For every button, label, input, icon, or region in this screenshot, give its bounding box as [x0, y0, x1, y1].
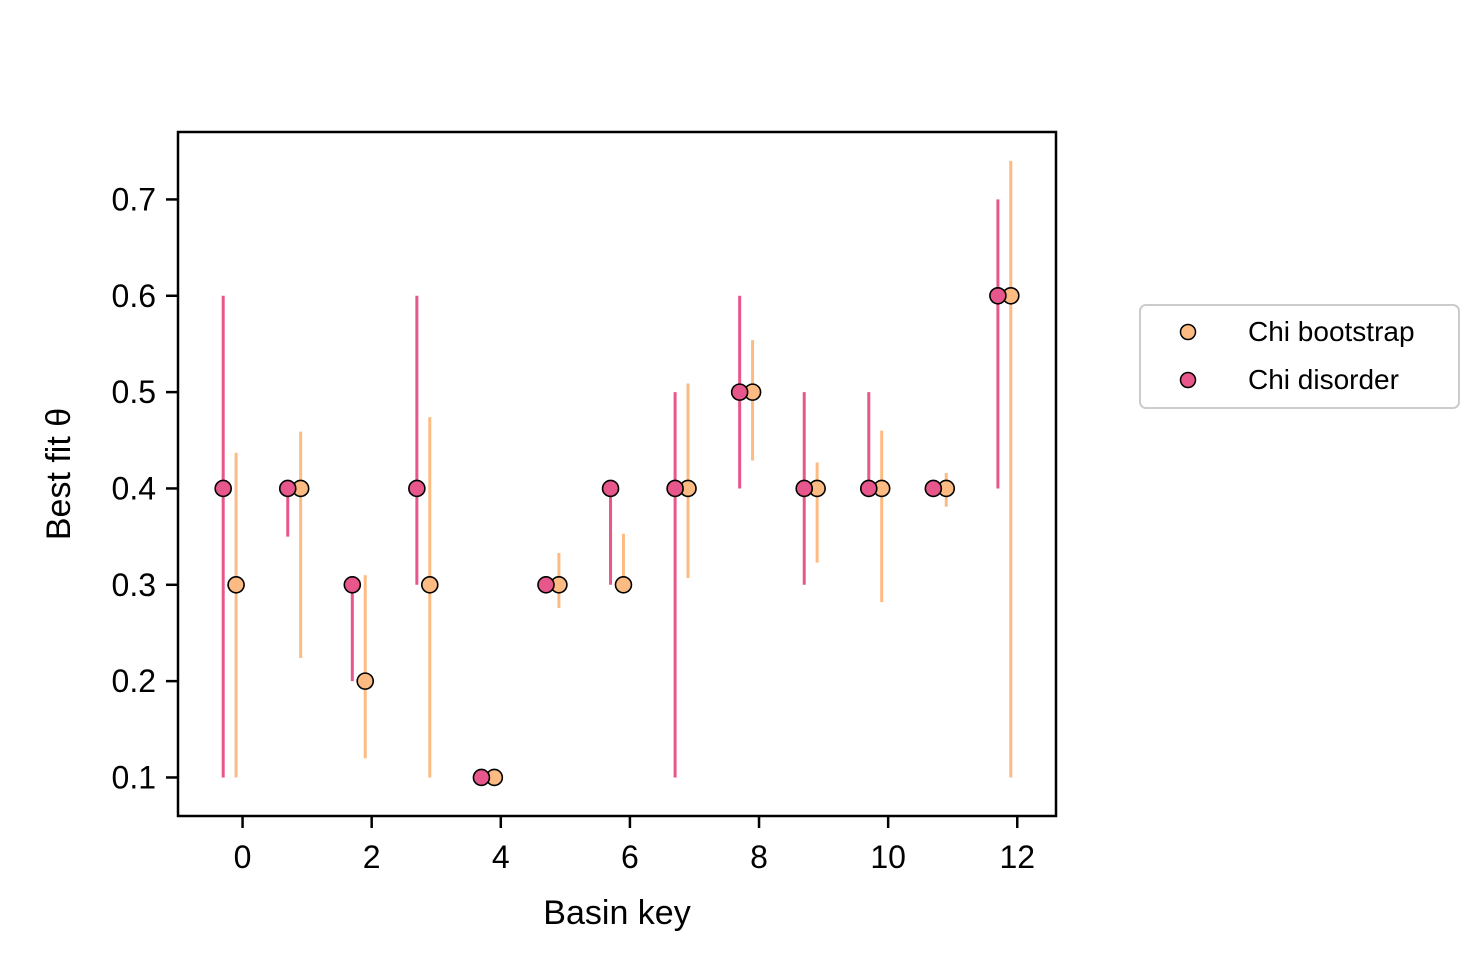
point-chi-disorder	[601, 479, 620, 498]
point-chi-bootstrap	[227, 575, 245, 594]
y-tick-label: 0.5	[112, 374, 156, 410]
legend-marker-chi-bootstrap	[1179, 323, 1197, 341]
point-chi-disorder	[278, 479, 297, 498]
x-tick-label: 8	[750, 839, 768, 875]
point-chi-bootstrap	[614, 575, 633, 594]
point-chi-disorder	[924, 479, 943, 498]
x-tick-label: 10	[870, 839, 906, 875]
y-tick-label: 0.7	[112, 181, 156, 217]
x-axis-title: Basin key	[543, 894, 690, 932]
y-tick-label: 0.2	[112, 663, 156, 699]
legend: Chi bootstrap Chi disorder	[1139, 304, 1460, 409]
legend-label-chi-disorder: Chi disorder	[1248, 364, 1399, 395]
point-chi-disorder	[343, 575, 362, 594]
x-tick-label: 0	[234, 839, 252, 875]
data-points	[214, 286, 1020, 787]
point-chi-disorder	[408, 479, 426, 498]
error-bars	[221, 160, 1013, 778]
x-axis-ticks: 0 2 4 6 8 10 12	[234, 816, 1035, 875]
point-chi-disorder	[666, 479, 684, 498]
point-chi-bootstrap	[356, 672, 375, 690]
y-tick-label: 0.4	[112, 470, 156, 506]
y-tick-label: 0.1	[112, 759, 156, 795]
legend-label-chi-bootstrap: Chi bootstrap	[1248, 316, 1415, 347]
point-chi-bootstrap	[420, 575, 439, 594]
x-tick-label: 4	[492, 839, 510, 875]
x-tick-label: 2	[363, 839, 381, 875]
y-tick-label: 0.6	[112, 278, 156, 314]
point-chi-disorder	[859, 479, 878, 498]
point-chi-disorder	[989, 286, 1007, 305]
point-chi-disorder	[472, 768, 491, 787]
y-axis-ticks: 0.1 0.2 0.3 0.4 0.5 0.6 0.7	[112, 181, 178, 795]
plot-frame	[176, 130, 1058, 818]
x-tick-label: 6	[621, 839, 639, 875]
point-chi-disorder	[214, 479, 232, 498]
point-chi-disorder	[537, 575, 555, 594]
legend-marker-chi-disorder	[1179, 371, 1197, 389]
point-chi-disorder	[795, 479, 814, 498]
point-chi-disorder	[730, 383, 749, 401]
y-tick-label: 0.3	[112, 567, 156, 603]
x-tick-label: 12	[999, 839, 1035, 875]
y-axis-title: Best fit θ	[40, 408, 78, 540]
legend-frame	[1139, 304, 1460, 409]
